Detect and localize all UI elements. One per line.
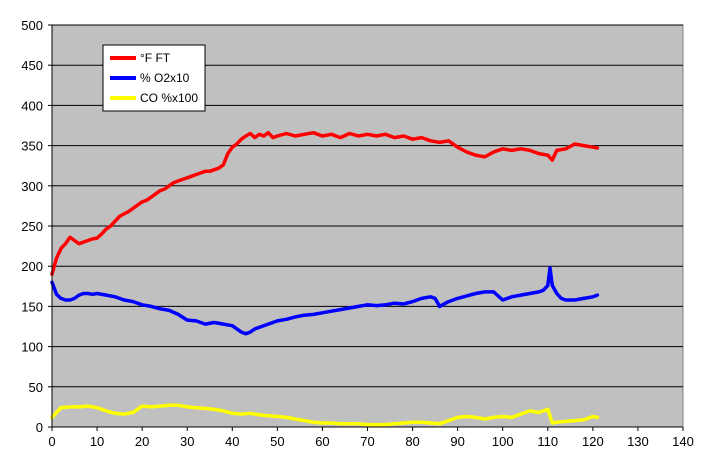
x-tick-label: 80 (405, 434, 419, 449)
series-lines (50, 130, 600, 427)
x-tick-label: 50 (270, 434, 284, 449)
x-tick-label: 90 (450, 434, 464, 449)
y-tick-label: 150 (21, 299, 43, 314)
series-line-2 (50, 266, 600, 336)
x-tick-label: 30 (180, 434, 194, 449)
series-line-3 (50, 403, 600, 427)
legend-label-1: °F FT (140, 51, 171, 65)
y-tick-labels: 0 50 100 150 200 250 300 350 400 450 500 (21, 18, 52, 435)
legend: °F FT % O2x10 CO %x100 (102, 44, 206, 112)
x-tick-label: 100 (492, 434, 514, 449)
y-tick-label: 200 (21, 259, 43, 274)
legend-label-3: CO %x100 (140, 91, 198, 105)
x-tick-label: 120 (582, 434, 604, 449)
x-tick-label: 0 (48, 434, 55, 449)
legend-label-2: % O2x10 (140, 71, 190, 85)
y-tick-label: 450 (21, 58, 43, 73)
y-tick-label: 500 (21, 18, 43, 33)
x-tick-label: 110 (537, 434, 558, 449)
y-tick-label: 400 (21, 98, 43, 113)
x-tick-label: 20 (135, 434, 149, 449)
x-tick-label: 10 (90, 434, 104, 449)
x-tick-label: 70 (360, 434, 374, 449)
y-tick-label: 0 (36, 420, 43, 435)
y-tick-label: 100 (21, 340, 43, 355)
y-tick-label: 250 (21, 219, 43, 234)
x-tick-labels: 0 10 20 30 40 50 60 70 80 90 100 110 120 130 140 (48, 427, 694, 449)
x-tick-label: 60 (315, 434, 329, 449)
series-line-1 (50, 130, 600, 276)
x-tick-label: 130 (627, 434, 649, 449)
y-tick-label: 350 (21, 139, 43, 154)
y-tick-label: 300 (21, 179, 43, 194)
x-tick-label: 140 (672, 434, 694, 449)
x-tick-label: 40 (225, 434, 239, 449)
y-tick-label: 50 (29, 380, 43, 395)
